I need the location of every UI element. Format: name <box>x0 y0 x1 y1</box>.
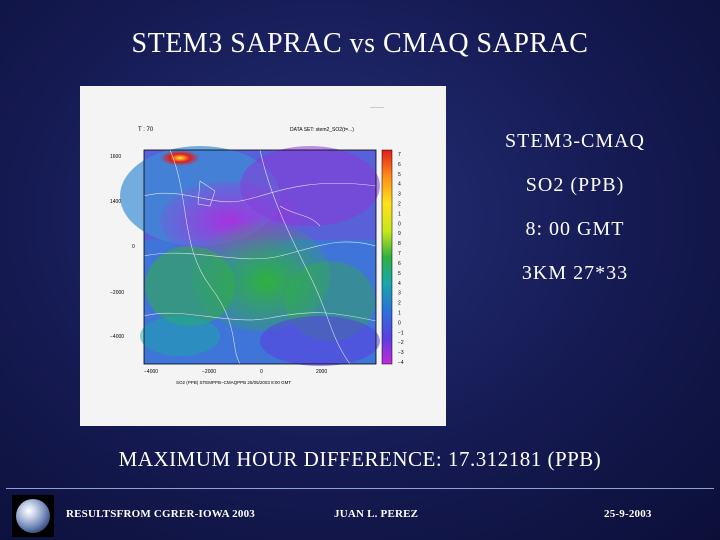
colorbar <box>381 149 393 365</box>
max-hotspot <box>160 150 200 166</box>
colorbar-label: 1 <box>398 310 401 316</box>
colorbar-label: 2 <box>398 202 401 208</box>
y-tick: −4000 <box>110 334 124 340</box>
globe-icon <box>12 495 54 537</box>
colorbar-label: 6 <box>398 261 401 267</box>
colorbar-label: 9 <box>398 231 401 237</box>
figure-header-right: DATA SET: stem2_SO2(t=...) <box>290 127 354 133</box>
x-tick: 2000 <box>316 369 327 375</box>
colorbar-label: −3 <box>398 350 404 356</box>
y-tick: 1600 <box>110 154 121 160</box>
colorbar-label: 2 <box>398 301 401 307</box>
info-line-model-comparison: STEM3-CMAQ <box>504 130 645 152</box>
colorbar-label: 0 <box>398 221 401 227</box>
colorbar-label: 5 <box>398 172 401 178</box>
colorbar-label: 4 <box>398 182 401 188</box>
colorbar-label: −1 <box>398 330 404 336</box>
x-tick: 0 <box>260 369 263 375</box>
footer-author: JUAN L. PEREZ <box>334 508 419 520</box>
x-tick: −2000 <box>202 369 216 375</box>
colorbar-label: 8 <box>398 241 401 247</box>
colorbar-label: 0 <box>398 320 401 326</box>
colorbar-label: −2 <box>398 340 404 346</box>
figure-caption: SO2 (PPB) STEMPPB−CMAQPPB 25/05/2003 8:0… <box>176 380 291 385</box>
colorbar-label: 4 <box>398 281 401 287</box>
info-line-species: SO2 (PPB) <box>525 174 625 196</box>
figure-header-left: T : 70 <box>138 127 154 133</box>
colorbar-label: 5 <box>398 271 401 277</box>
map-plot-area <box>120 146 380 366</box>
x-tick: −4000 <box>144 369 158 375</box>
colorbar-label: 3 <box>398 192 401 198</box>
info-line-time: 8: 00 GMT <box>525 218 625 240</box>
y-tick: 0 <box>132 244 135 250</box>
difference-map-figure: T : 70 DATA SET: stem2_SO2(t=...) ~~~~~~… <box>80 86 446 426</box>
y-tick: 1400 <box>110 199 121 205</box>
difference-map-svg: T : 70 DATA SET: stem2_SO2(t=...) ~~~~~~… <box>110 105 404 385</box>
figure-corner-note: ~~~~~~~~ <box>370 105 384 109</box>
colorbar-label: 1 <box>398 211 401 217</box>
colorbar-label: 7 <box>398 152 401 158</box>
footer-date: 25-9-2003 <box>604 508 652 520</box>
colorbar-label: −4 <box>398 360 404 366</box>
footer-divider <box>6 488 714 489</box>
colorbar-label: 7 <box>398 251 401 257</box>
info-line-grid: 3KM 27*33 <box>521 262 629 284</box>
footer-credit: RESULTSFROM CGRER-IOWA 2003 <box>66 508 255 520</box>
colorbar-label: 6 <box>398 162 401 168</box>
y-tick: −2000 <box>110 290 124 296</box>
colorbar-label: 3 <box>398 291 401 297</box>
max-difference-text: MAXIMUM HOUR DIFFERENCE: 17.312181 (PPB) <box>118 447 602 471</box>
slide-title: STEM3 SAPRAC vs CMAQ SAPRAC <box>131 28 589 59</box>
